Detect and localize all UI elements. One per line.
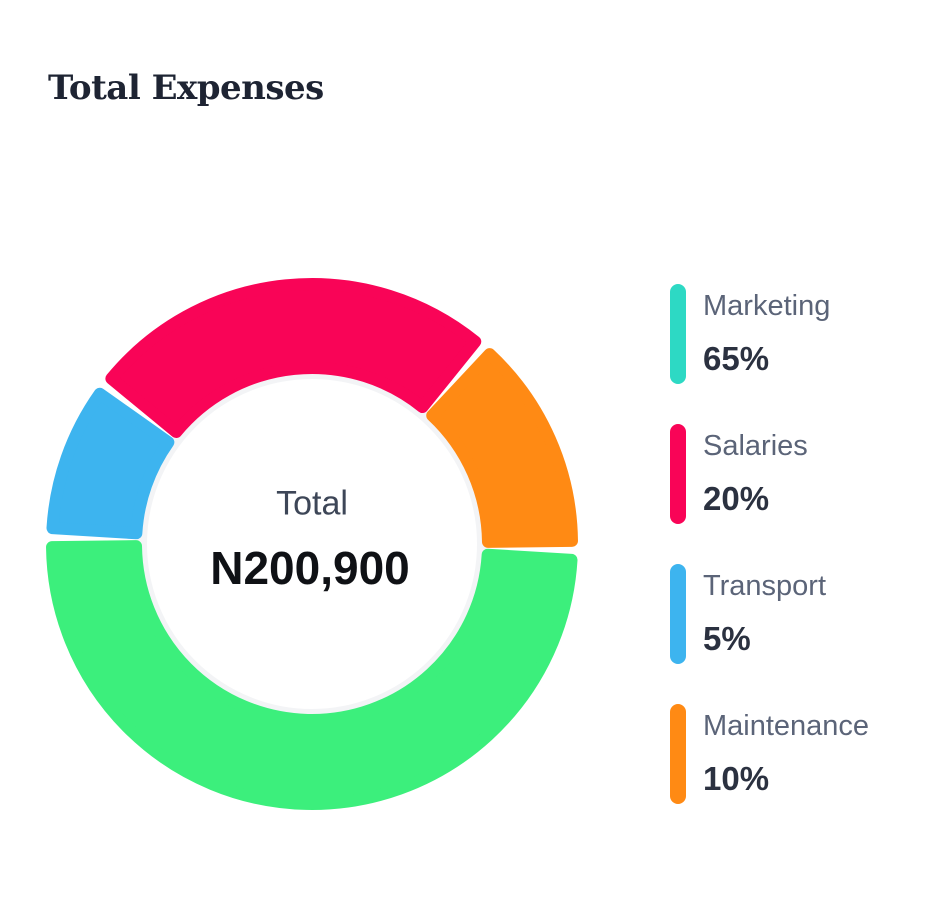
legend-item-salaries[interactable]: Salaries 20% bbox=[670, 424, 920, 524]
legend-label-salaries: Salaries bbox=[703, 430, 808, 462]
legend: Marketing 65% Salaries 20% Transport 5% … bbox=[670, 284, 920, 844]
legend-item-maintenance[interactable]: Maintenance 10% bbox=[670, 704, 920, 804]
legend-swatch-maintenance bbox=[670, 704, 686, 804]
legend-percent-marketing: 65% bbox=[703, 340, 770, 377]
legend-label-marketing: Marketing bbox=[703, 290, 831, 322]
legend-item-marketing[interactable]: Marketing 65% bbox=[670, 284, 920, 384]
donut-segment-maintenance[interactable] bbox=[426, 348, 578, 548]
donut-segment-transport[interactable] bbox=[46, 387, 175, 540]
legend-item-transport[interactable]: Transport 5% bbox=[670, 564, 920, 664]
donut-segment-salaries[interactable] bbox=[105, 278, 482, 439]
center-total-label: Total bbox=[276, 484, 348, 523]
legend-percent-transport: 5% bbox=[703, 620, 751, 657]
legend-swatch-marketing bbox=[670, 284, 686, 384]
donut-center-disc bbox=[137, 369, 487, 719]
donut-segment-marketing[interactable] bbox=[46, 540, 578, 810]
center-total-value: N200,900 bbox=[210, 542, 410, 594]
donut-chart bbox=[46, 278, 578, 810]
legend-swatch-transport bbox=[670, 564, 686, 664]
legend-label-maintenance: Maintenance bbox=[703, 710, 870, 742]
legend-percent-maintenance: 10% bbox=[703, 760, 770, 797]
legend-label-transport: Transport bbox=[703, 570, 827, 602]
legend-percent-salaries: 20% bbox=[703, 480, 770, 517]
legend-swatch-salaries bbox=[670, 424, 686, 524]
chart-title: Total Expenses bbox=[48, 68, 324, 108]
